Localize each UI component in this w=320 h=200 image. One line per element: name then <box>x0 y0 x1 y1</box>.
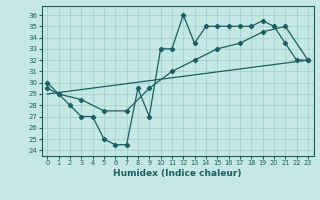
X-axis label: Humidex (Indice chaleur): Humidex (Indice chaleur) <box>113 169 242 178</box>
